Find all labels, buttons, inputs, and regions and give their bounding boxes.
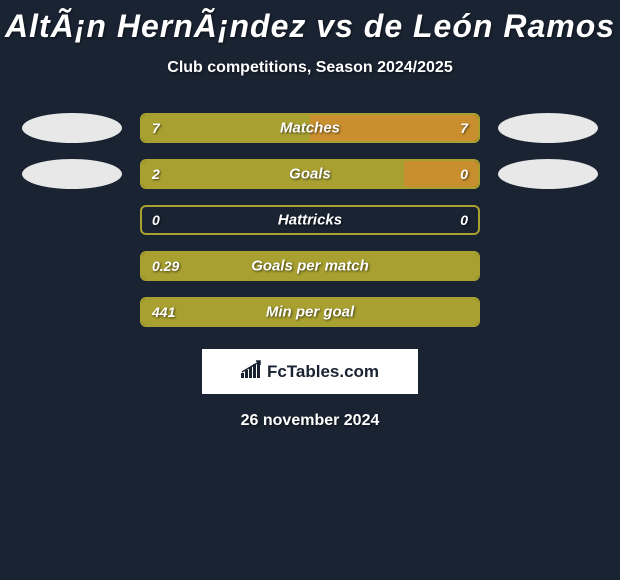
page-subtitle: Club competitions, Season 2024/2025 (0, 59, 620, 77)
bar-metric-label: Goals per match (251, 258, 369, 275)
bar-value-left: 7 (152, 120, 160, 136)
comparison-row: Goals per match 0.29 (0, 243, 620, 289)
bar-container: Min per goal 441 (140, 297, 480, 327)
bar-value-right: 0 (460, 212, 468, 228)
avatar-spacer (22, 297, 122, 327)
player-right-avatar (498, 159, 598, 189)
bar-metric-label: Min per goal (266, 304, 354, 321)
page-title: AltÃ¡n HernÃ¡ndez vs de León Ramos (0, 0, 620, 45)
avatar-spacer (498, 251, 598, 281)
bar-value-right: 7 (460, 120, 468, 136)
bar-metric-label: Hattricks (278, 212, 342, 229)
avatar-spacer (22, 205, 122, 235)
brand-text: FcTables.com (267, 362, 379, 382)
bar-container: Matches 7 7 (140, 113, 480, 143)
avatar-spacer (498, 297, 598, 327)
bar-container: Goals 2 0 (140, 159, 480, 189)
bar-value-right: 0 (460, 166, 468, 182)
bar-metric-label: Goals (289, 166, 331, 183)
avatar-spacer (498, 205, 598, 235)
bar-value-left: 0.29 (152, 258, 179, 274)
bar-value-left: 0 (152, 212, 160, 228)
brand-badge[interactable]: FcTables.com (202, 349, 418, 394)
bar-left-fill (142, 161, 404, 187)
bar-container: Hattricks 0 0 (140, 205, 480, 235)
player-left-avatar (22, 113, 122, 143)
comparison-row: Hattricks 0 0 (0, 197, 620, 243)
comparison-chart: Matches 7 7 Goals 2 0 Hattricks 0 0 Goals per mat… (0, 105, 620, 335)
comparison-row: Matches 7 7 (0, 105, 620, 151)
avatar-spacer (22, 251, 122, 281)
player-left-avatar (22, 159, 122, 189)
comparison-row: Goals 2 0 (0, 151, 620, 197)
signal-bars-icon (241, 360, 263, 383)
bar-value-left: 441 (152, 304, 175, 320)
bar-container: Goals per match 0.29 (140, 251, 480, 281)
bar-value-left: 2 (152, 166, 160, 182)
player-right-avatar (498, 113, 598, 143)
bar-metric-label: Matches (280, 120, 340, 137)
comparison-row: Min per goal 441 (0, 289, 620, 335)
footer-date: 26 november 2024 (0, 412, 620, 430)
